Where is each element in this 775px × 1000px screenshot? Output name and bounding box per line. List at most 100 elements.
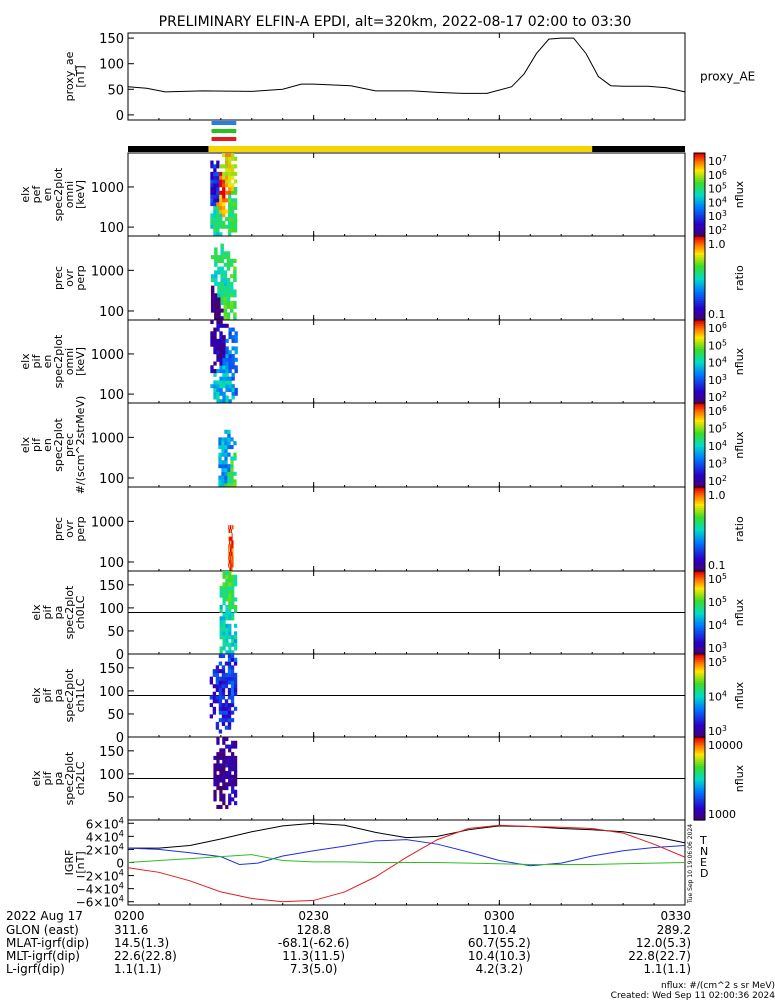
y-axis-label-line: spec2plot	[52, 334, 65, 388]
colorbar-swatch	[694, 336, 705, 340]
spectrogram-cell	[222, 376, 226, 381]
spectrogram-cell	[234, 391, 238, 396]
spectrogram-cell	[225, 376, 229, 381]
colorbar-swatch	[694, 639, 705, 643]
spectrogram-cell	[215, 672, 220, 677]
spectrogram-cell	[228, 604, 232, 610]
spectrogram-cell	[222, 353, 226, 359]
spectrogram-cell	[214, 308, 218, 313]
spectrogram-cell	[234, 582, 238, 587]
colorbar-swatch	[694, 539, 705, 543]
colorbar-swatch	[694, 678, 705, 682]
colorbar-swatch	[694, 309, 705, 313]
spectrogram-cell	[229, 304, 234, 309]
y-tick-label: 0	[116, 648, 124, 663]
spectrogram-cell	[228, 357, 232, 362]
spectrogram-cell	[209, 714, 214, 719]
colorbar-swatch	[694, 612, 705, 616]
colorbar-swatch	[694, 614, 705, 618]
spectrogram-cell	[222, 786, 226, 791]
spectrogram-cell	[233, 220, 238, 225]
spectrogram-cell	[224, 448, 228, 453]
y-axis-label-line: pif	[30, 437, 43, 452]
spectrogram-cell	[228, 755, 232, 760]
spectrogram-cell	[216, 338, 220, 343]
spectrogram-cell	[233, 676, 238, 681]
spectrogram-prec_ovr_perp_1	[210, 243, 237, 321]
spectrogram-cell	[219, 399, 223, 404]
spectrogram-cell	[228, 365, 232, 370]
spectrogram-cell	[228, 387, 232, 392]
spectrogram-cell	[230, 464, 234, 469]
colorbar-swatch	[694, 676, 705, 680]
colorbar-swatch	[694, 535, 705, 538]
spectrogram-cell	[214, 270, 218, 275]
colorbar-swatch	[694, 449, 705, 452]
spectrogram-cell	[228, 774, 232, 779]
spectrogram-cell	[233, 684, 238, 689]
colorbar-swatch	[694, 712, 705, 715]
spectrogram-elx_pif_pa_spec2plot_ch1LC	[209, 654, 238, 734]
mode-bar-segment-black	[128, 146, 209, 152]
spectrogram-cell	[210, 202, 214, 207]
spectrogram-cell	[225, 612, 229, 617]
spectrogram-cell	[225, 737, 229, 742]
spectrogram-cell	[222, 365, 226, 370]
spectrogram-cell	[222, 638, 226, 643]
spectrogram-cell	[228, 797, 232, 802]
spectrogram-cell	[213, 342, 217, 347]
ephemeris-row: MLT-igrf(dip) 22.6(22.8) 11.3(11.5) 10.4(10…	[6, 949, 691, 963]
spectrogram-cell	[231, 171, 235, 176]
spectrogram-cell	[217, 266, 221, 271]
x-axis-ticks	[127, 654, 686, 737]
spectrogram-cell	[228, 369, 232, 374]
spectrogram-cell	[221, 718, 226, 723]
colorbar-swatch	[694, 278, 705, 281]
ephemeris-value: 4.2(3.2)	[476, 962, 524, 976]
spectrogram-cell	[219, 353, 223, 359]
spectrogram-cell	[213, 774, 217, 779]
colorbar-swatch	[694, 463, 705, 467]
spectrogram-cell	[231, 209, 235, 214]
x-tick-label: 0300	[484, 909, 515, 923]
spectrogram-cell	[228, 331, 232, 336]
y-tick-label: 6×104	[86, 815, 124, 831]
spectrogram-cell	[219, 586, 223, 591]
spectrogram-cell	[219, 357, 223, 362]
colorbar-swatch	[694, 474, 705, 478]
spectrogram-cell	[231, 164, 235, 169]
spectrogram-cell	[223, 262, 228, 267]
spectrogram-cell	[219, 175, 223, 180]
spectrogram-cell	[222, 597, 226, 602]
data-mode-marker	[211, 121, 237, 125]
colorbar-swatch	[694, 470, 705, 473]
spectrogram-cell	[226, 281, 231, 286]
data-mode-marker	[211, 129, 237, 133]
spectrogram-cell	[222, 737, 226, 742]
spectrogram-cell	[213, 387, 217, 392]
spectrogram-cell	[228, 335, 232, 340]
spectrogram-cell	[225, 346, 229, 351]
spectrogram-cell	[217, 258, 221, 264]
spectrogram-cell	[213, 175, 217, 180]
colorbar-swatch	[694, 745, 705, 748]
spectrogram-cell	[225, 399, 229, 404]
spectrogram-cell	[226, 289, 231, 294]
panel-axis-prec_ovr_perp_2: 100 1000	[91, 515, 134, 571]
spectrogram-cell	[225, 323, 229, 328]
spectrogram-cell	[219, 789, 223, 794]
colorbar-tick-label: 104	[708, 689, 727, 704]
spectrogram-cell	[230, 563, 232, 568]
spectrogram-cell	[218, 703, 223, 708]
colorbar-swatch	[694, 169, 705, 173]
spectrogram-cell	[217, 312, 221, 317]
y-tick-label: 100	[99, 685, 124, 700]
spectrogram-cell	[219, 770, 223, 776]
y-axis-label-line: pa	[52, 772, 65, 786]
colorbar-swatch	[694, 716, 705, 719]
x-axis-ticks	[127, 33, 686, 120]
spectrogram-cell	[227, 710, 232, 715]
spectrogram-cell	[210, 160, 214, 165]
spectrogram-cell	[228, 384, 232, 389]
spectrogram-cell	[225, 586, 229, 591]
